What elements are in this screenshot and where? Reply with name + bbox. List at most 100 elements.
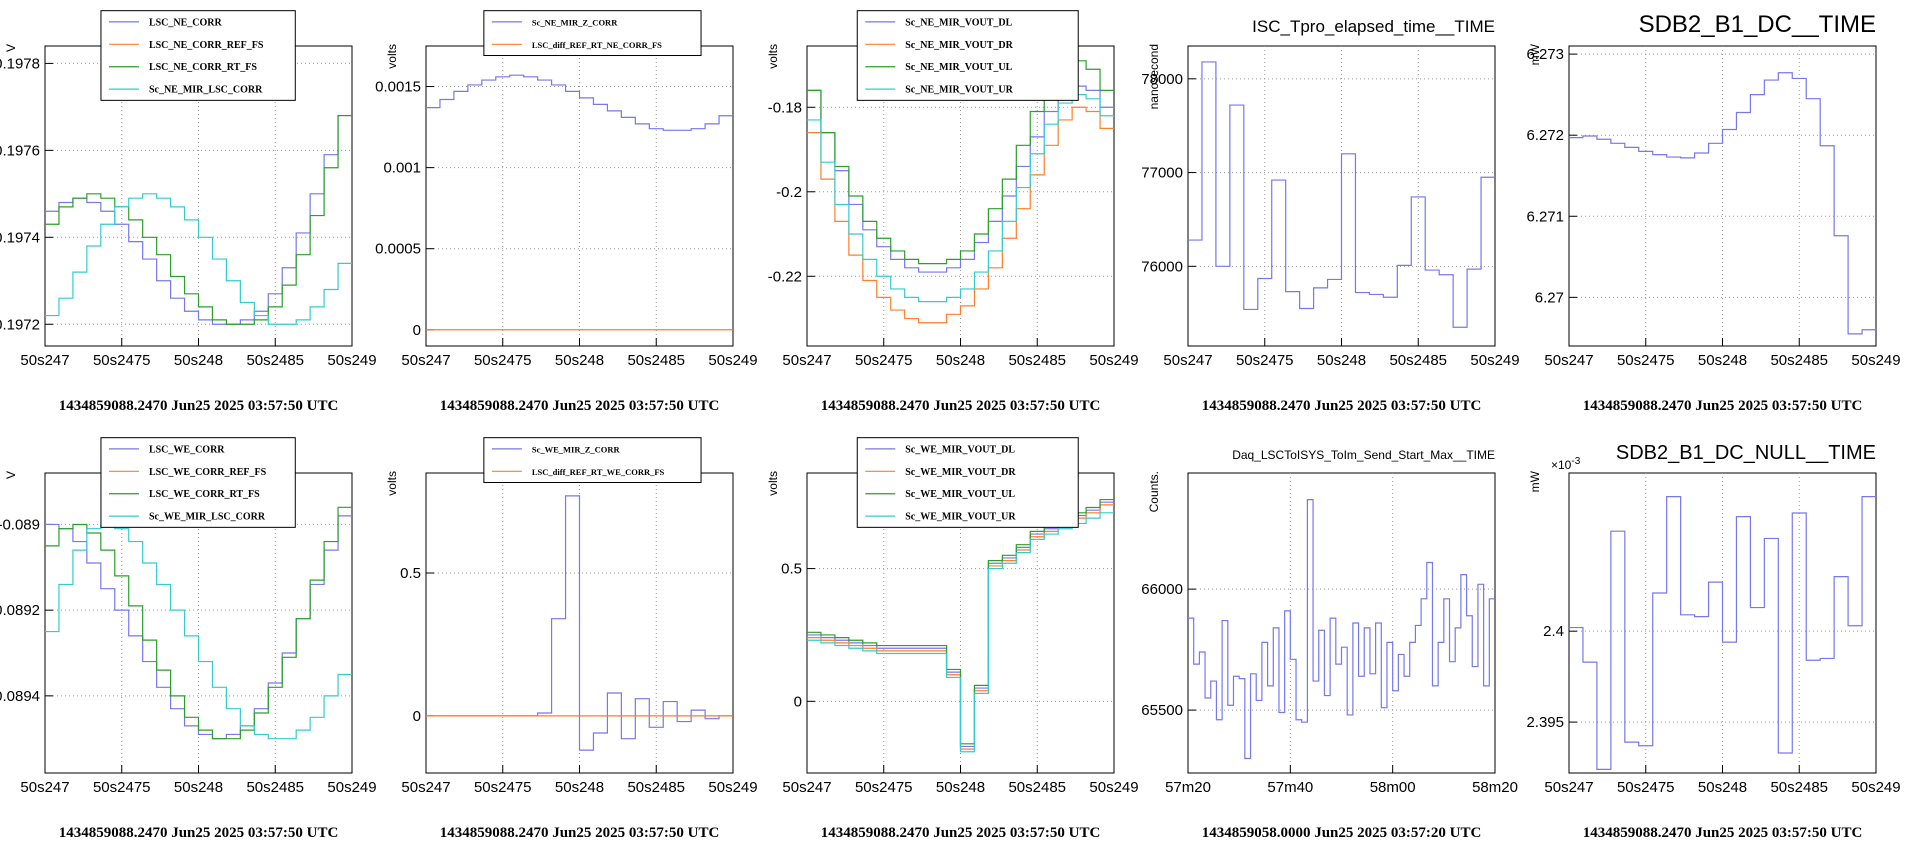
y-tick-label: 66000 (1141, 581, 1183, 598)
x-tick-label: 50s248 (1317, 352, 1366, 369)
x-tick-label: 50s247 (401, 779, 450, 796)
series-group (45, 114, 352, 325)
x-tick-label: 50s247 (1544, 779, 1593, 796)
x-tick-label: 50s248 (174, 779, 223, 796)
y-tick-label: 0.001 (383, 160, 421, 177)
series-line-1 (1569, 72, 1876, 335)
series-line-1 (45, 114, 352, 325)
chart-9: 57m20 57m40 58m00 58m20 65500 66000 Counts. Daq… (1141, 448, 1518, 841)
x-tick-label: 50s249 (1089, 352, 1138, 369)
y-tick-label: 0.5 (400, 565, 421, 582)
y-multiplier: ×10-3 (1551, 456, 1581, 472)
y-axis-label: volts (766, 44, 780, 69)
x-tick-label: 50s2475 (474, 779, 532, 796)
y-tick-label: 77000 (1141, 165, 1183, 182)
x-tick-label: 50s2485 (246, 352, 304, 369)
x-tick-label: 50s247 (20, 352, 69, 369)
plot-frame (1568, 45, 1877, 347)
chart-8: 50s247 50s2475 50s248 50s2485 50s249 0 0.5 volt… (766, 437, 1139, 841)
y-axis-label: volts (766, 471, 780, 496)
x-tick-label: 50s249 (708, 352, 757, 369)
y-tick-label: 0.0005 (375, 241, 421, 258)
y-tick-label: 0 (794, 693, 802, 710)
x-tick-label: 50s2475 (855, 779, 913, 796)
y-tick-label: 0.1972 (0, 316, 40, 333)
x-tick-label: 50s248 (555, 779, 604, 796)
x-tick-label: 58m20 (1472, 779, 1518, 796)
legend-entry-4: Sc_WE_MIR_VOUT_UR (905, 512, 1016, 523)
y-multiplier-exponent: -3 (1571, 456, 1580, 467)
series-line-4 (807, 512, 1114, 753)
chart-panel-10: 50s247 50s2475 50s248 50s2485 50s249 2.395 2.4… (1524, 427, 1905, 854)
x-tick-label: 50s248 (936, 779, 985, 796)
chart-2: 50s247 50s2475 50s248 50s2485 50s249 0 0.0005 0… (375, 10, 758, 414)
x-tick-label: 50s2485 (1008, 779, 1066, 796)
y-tick-label: 2.4 (1543, 623, 1564, 640)
series-line-1 (426, 74, 733, 131)
series-group (1188, 61, 1495, 328)
series-line-1 (1188, 61, 1495, 328)
y-tick-label: -0.22 (768, 268, 802, 285)
y-axis-label: mW (1528, 43, 1542, 65)
y-tick-label: 65500 (1141, 702, 1183, 719)
chart-title: Daq_LSCToISYS_ToIm_Send_Start_Max__TIME (1232, 448, 1495, 462)
y-axis-label: V (4, 44, 18, 52)
legend-entry-3: LSC_NE_CORR_RT_FS (149, 62, 257, 73)
y-tick-label: 6.271 (1526, 208, 1564, 225)
x-tick-label: 50s2475 (93, 352, 151, 369)
y-tick-label: 78000 (1141, 71, 1183, 88)
x-tick-label: 50s247 (1163, 352, 1212, 369)
x-tick-label: 50s249 (327, 352, 376, 369)
x-tick-label: 50s247 (782, 352, 831, 369)
legend-entry-2: LSC_diff_REF_RT_NE_CORR_FS (532, 40, 662, 50)
chart-panel-2: 50s247 50s2475 50s248 50s2485 50s249 0 0.0005 0… (375, 0, 762, 427)
legend-entry-1: Sc_WE_MIR_VOUT_DL (905, 444, 1015, 455)
y-axis-label: V (4, 471, 18, 479)
y-tick-label: -0.0892 (0, 602, 40, 619)
x-tick-label: 50s249 (1851, 352, 1900, 369)
chart-panel-3: 50s247 50s2475 50s248 50s2485 50s249 -0.22 -0.… (762, 0, 1143, 427)
legend-entry-3: LSC_WE_CORR_RT_FS (149, 489, 260, 500)
y-tick-label: 2.395 (1526, 714, 1564, 731)
chart-10: 50s247 50s2475 50s248 50s2485 50s249 2.395 2.4… (1526, 442, 1900, 841)
y-tick-label: 0.1978 (0, 55, 40, 72)
series-group (1188, 499, 1495, 760)
series-line-4 (807, 93, 1114, 303)
chart-footer: 1434859088.2470 Jun25 2025 03:57:50 UTC (1202, 398, 1482, 414)
chart-panel-5: 50s247 50s2475 50s248 50s2485 50s249 6.27 6.27… (1524, 0, 1905, 427)
legend-entry-2: Sc_NE_MIR_VOUT_DR (905, 40, 1013, 51)
x-tick-label: 50s2475 (855, 352, 913, 369)
series-line-4 (45, 193, 352, 325)
chart-panel-7: 50s247 50s2475 50s248 50s2485 50s249 0 0.5 volt… (381, 427, 762, 854)
legend-entry-4: Sc_WE_MIR_LSC_CORR (149, 512, 266, 523)
chart-title: SDB2_B1_DC__TIME (1639, 11, 1876, 38)
series-group (45, 506, 352, 740)
x-tick-label: 50s249 (327, 779, 376, 796)
legend-entry-1: Sc_NE_MIR_Z_CORR (532, 17, 618, 27)
series-line-3 (45, 114, 352, 325)
legend-entry-3: Sc_WE_MIR_VOUT_UL (905, 489, 1015, 500)
legend-box (100, 437, 296, 528)
legend-entry-1: Sc_WE_MIR_Z_CORR (532, 444, 621, 454)
legend-entry-2: LSC_WE_CORR_REF_FS (149, 467, 267, 478)
chart-4: 50s247 50s2475 50s248 50s2485 50s249 76000 770… (1141, 17, 1519, 414)
x-tick-label: 50s247 (401, 352, 450, 369)
y-tick-label: 6.273 (1526, 46, 1564, 63)
x-tick-label: 50s2475 (474, 352, 532, 369)
legend-box (100, 10, 296, 101)
x-tick-label: 50s248 (1698, 779, 1747, 796)
x-tick-label: 50s247 (782, 779, 831, 796)
chart-footer: 1434859088.2470 Jun25 2025 03:57:50 UTC (1583, 398, 1863, 414)
x-tick-label: 50s2485 (627, 779, 685, 796)
chart-footer: 1434859088.2470 Jun25 2025 03:57:50 UTC (59, 398, 339, 414)
series-group (1569, 72, 1876, 335)
x-tick-label: 50s2485 (1770, 352, 1828, 369)
series-line-1 (1569, 496, 1876, 770)
x-tick-label: 50s2485 (1389, 352, 1447, 369)
x-tick-label: 50s248 (1698, 352, 1747, 369)
x-tick-label: 50s2485 (246, 779, 304, 796)
x-tick-label: 50s247 (1544, 352, 1593, 369)
x-tick-label: 50s2475 (93, 779, 151, 796)
series-group (426, 74, 733, 331)
